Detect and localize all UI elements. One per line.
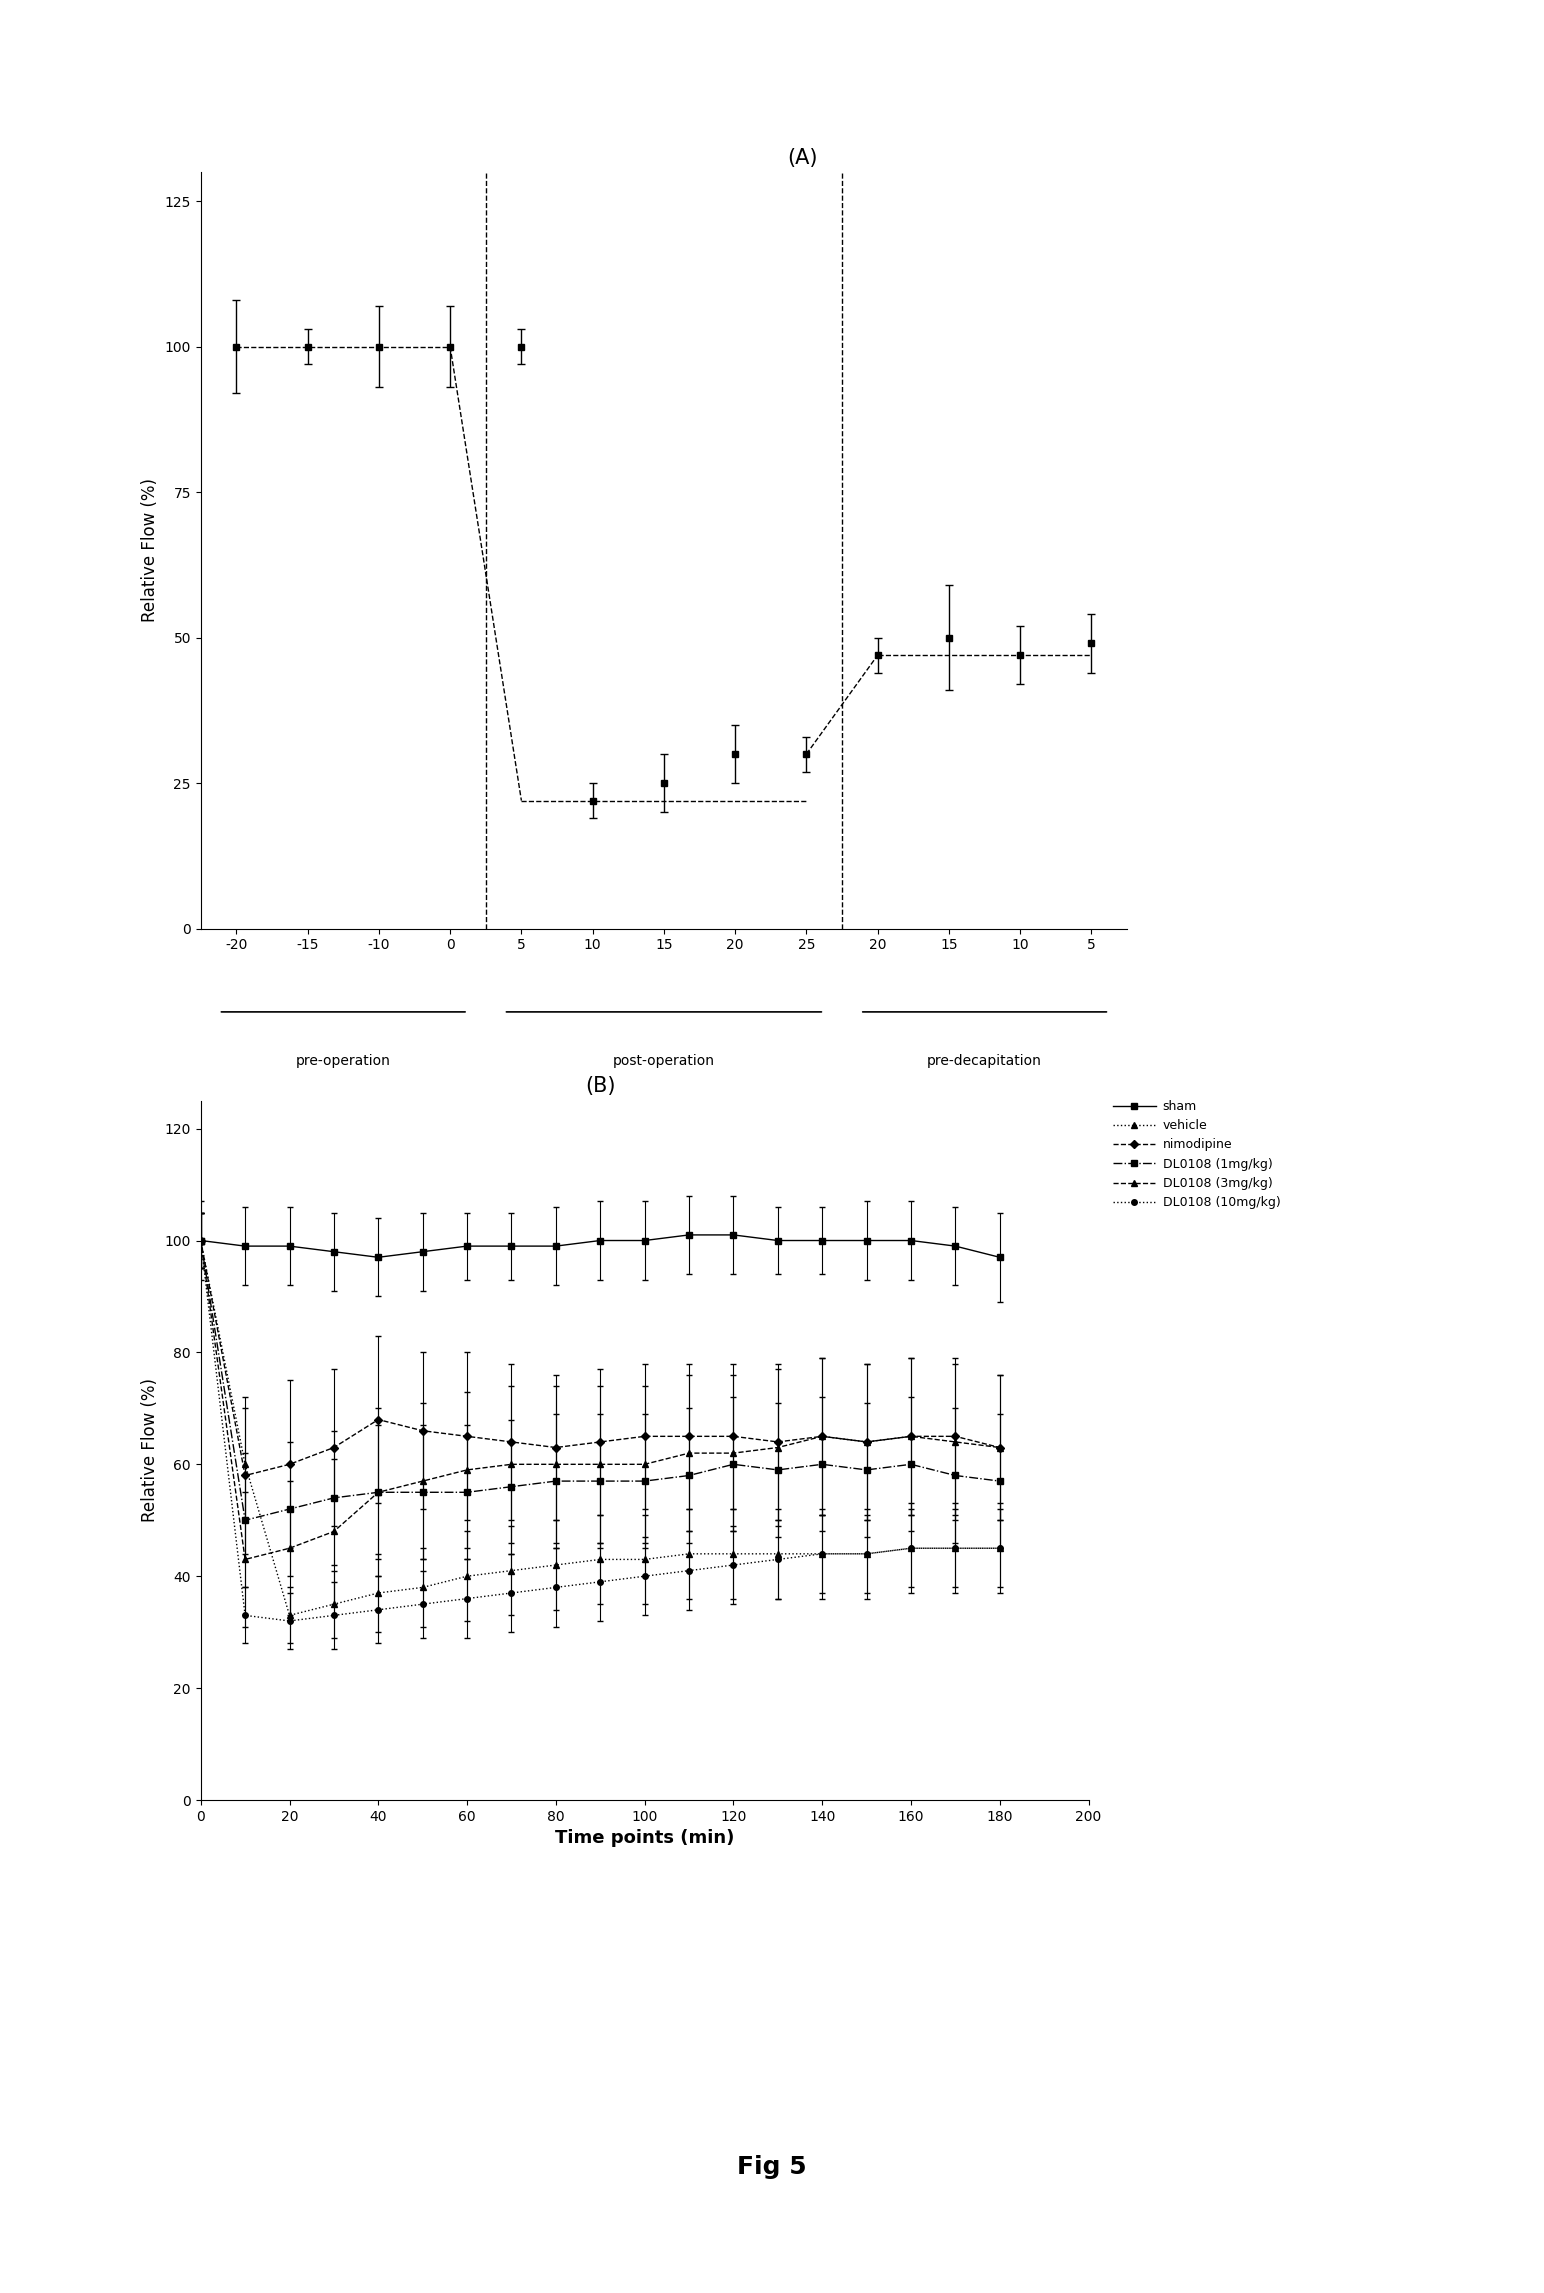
Legend: sham, vehicle, nimodipine, DL0108 (1mg/kg), DL0108 (3mg/kg), DL0108 (10mg/kg): sham, vehicle, nimodipine, DL0108 (1mg/k… xyxy=(1113,1101,1280,1208)
X-axis label: Time points (min): Time points (min) xyxy=(554,1830,735,1848)
Text: Fig 5: Fig 5 xyxy=(736,2155,808,2178)
Text: pre-operation: pre-operation xyxy=(296,1052,391,1069)
Title: (B): (B) xyxy=(585,1075,616,1096)
Text: post-operation: post-operation xyxy=(613,1052,715,1069)
Text: Time (min): Time (min) xyxy=(608,1128,720,1146)
Y-axis label: Relative Flow (%): Relative Flow (%) xyxy=(141,1378,159,1523)
Text: pre-decapitation: pre-decapitation xyxy=(926,1052,1042,1069)
Title: (A): (A) xyxy=(787,147,818,167)
Y-axis label: Relative Flow (%): Relative Flow (%) xyxy=(141,479,159,621)
